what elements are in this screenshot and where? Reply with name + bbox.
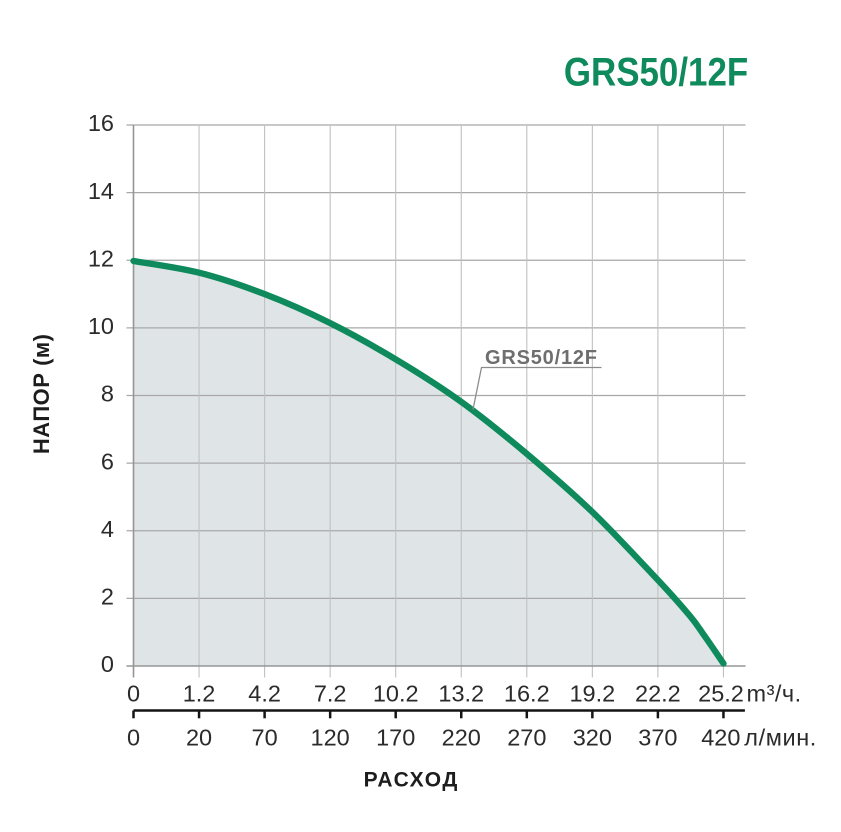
svg-text:120: 120	[311, 725, 350, 751]
svg-text:20: 20	[186, 725, 212, 751]
svg-text:GRS50/12F: GRS50/12F	[564, 49, 748, 94]
svg-text:1.2: 1.2	[183, 681, 216, 707]
svg-text:16.2: 16.2	[504, 681, 550, 707]
svg-text:РАСХОД: РАСХОД	[364, 768, 459, 791]
svg-text:0: 0	[101, 651, 114, 677]
svg-text:8: 8	[101, 381, 114, 407]
svg-text:70: 70	[252, 725, 278, 751]
svg-text:л/мин.: л/мин.	[744, 725, 817, 751]
svg-text:320: 320	[573, 725, 612, 751]
svg-text:16: 16	[88, 110, 114, 136]
svg-text:4.2: 4.2	[248, 681, 281, 707]
svg-text:25.2: 25.2	[698, 681, 744, 707]
svg-text:370: 370	[638, 725, 677, 751]
svg-text:GRS50/12F: GRS50/12F	[485, 347, 598, 369]
svg-text:220: 220	[442, 725, 481, 751]
svg-text:270: 270	[507, 725, 546, 751]
svg-text:m³/ч.: m³/ч.	[747, 681, 802, 707]
svg-text:0: 0	[127, 725, 140, 751]
svg-text:10: 10	[88, 313, 114, 339]
svg-text:7.2: 7.2	[314, 681, 347, 707]
svg-text:170: 170	[376, 725, 415, 751]
svg-text:6: 6	[101, 448, 114, 474]
svg-text:13.2: 13.2	[438, 681, 484, 707]
svg-text:0: 0	[127, 681, 140, 707]
svg-text:10.2: 10.2	[373, 681, 419, 707]
svg-text:2: 2	[101, 584, 114, 610]
svg-text:4: 4	[101, 516, 114, 542]
svg-text:420: 420	[701, 725, 740, 751]
svg-text:14: 14	[88, 178, 114, 204]
svg-text:НАПОР (м): НАПОР (м)	[29, 333, 54, 454]
svg-text:19.2: 19.2	[569, 681, 615, 707]
svg-text:22.2: 22.2	[635, 681, 681, 707]
svg-text:12: 12	[88, 246, 114, 272]
